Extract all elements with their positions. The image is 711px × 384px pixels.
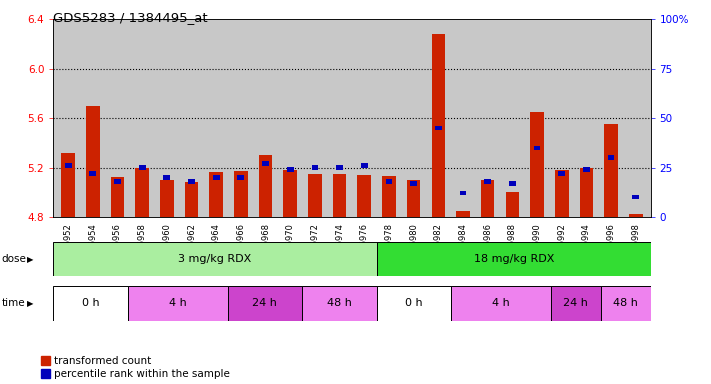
Bar xyxy=(459,191,466,195)
Bar xyxy=(435,126,442,130)
Bar xyxy=(336,166,343,170)
Text: 4 h: 4 h xyxy=(169,298,186,308)
Text: 0 h: 0 h xyxy=(82,298,100,308)
Bar xyxy=(385,179,392,184)
Bar xyxy=(237,175,245,180)
Bar xyxy=(551,286,601,321)
Text: dose: dose xyxy=(1,254,26,264)
Text: GDS5283 / 1384495_at: GDS5283 / 1384495_at xyxy=(53,12,208,25)
Bar xyxy=(86,106,100,217)
Bar xyxy=(629,215,643,217)
Bar xyxy=(509,181,515,185)
Text: ▶: ▶ xyxy=(27,255,33,264)
Text: 18 mg/kg RDX: 18 mg/kg RDX xyxy=(474,254,554,264)
Bar xyxy=(608,156,614,160)
Text: time: time xyxy=(1,298,25,308)
Bar xyxy=(601,286,651,321)
Bar xyxy=(262,161,269,166)
Bar xyxy=(410,181,417,185)
Bar xyxy=(530,112,544,217)
Bar xyxy=(302,286,377,321)
Bar xyxy=(377,286,451,321)
Bar xyxy=(534,146,540,150)
Text: 4 h: 4 h xyxy=(493,298,510,308)
Bar xyxy=(188,179,195,184)
Bar xyxy=(128,286,228,321)
Legend: transformed count, percentile rank within the sample: transformed count, percentile rank withi… xyxy=(41,356,230,379)
Bar xyxy=(604,124,618,217)
Bar xyxy=(555,170,569,217)
Bar xyxy=(61,153,75,217)
Bar xyxy=(213,175,220,180)
Bar xyxy=(383,176,396,217)
Bar xyxy=(361,163,368,168)
Bar xyxy=(53,242,377,276)
Bar xyxy=(53,286,128,321)
Text: ▶: ▶ xyxy=(27,299,33,308)
Bar xyxy=(632,195,639,199)
Text: 48 h: 48 h xyxy=(614,298,638,308)
Bar xyxy=(451,286,551,321)
Bar xyxy=(259,155,272,217)
Text: 0 h: 0 h xyxy=(405,298,423,308)
Bar xyxy=(358,175,371,217)
Bar xyxy=(579,167,593,217)
Bar xyxy=(432,34,445,217)
Bar xyxy=(185,182,198,217)
Bar xyxy=(164,175,170,180)
Bar xyxy=(228,286,302,321)
Bar xyxy=(308,174,321,217)
Bar xyxy=(234,171,247,217)
Bar xyxy=(160,180,173,217)
Text: 24 h: 24 h xyxy=(564,298,588,308)
Bar xyxy=(506,192,519,217)
Bar xyxy=(111,177,124,217)
Bar xyxy=(583,167,590,172)
Text: 24 h: 24 h xyxy=(252,298,277,308)
Bar xyxy=(65,163,72,168)
Text: 48 h: 48 h xyxy=(327,298,352,308)
Bar xyxy=(333,174,346,217)
Bar xyxy=(90,171,96,175)
Bar xyxy=(407,180,420,217)
Bar xyxy=(284,170,297,217)
Bar xyxy=(481,180,494,217)
Bar xyxy=(558,171,565,175)
Bar xyxy=(287,167,294,172)
Bar xyxy=(135,167,149,217)
Bar xyxy=(114,179,121,184)
Bar xyxy=(484,179,491,184)
Bar xyxy=(210,172,223,217)
Bar xyxy=(456,211,470,217)
Bar xyxy=(139,166,146,170)
Text: 3 mg/kg RDX: 3 mg/kg RDX xyxy=(178,254,252,264)
Bar xyxy=(377,242,651,276)
Bar xyxy=(311,166,319,170)
